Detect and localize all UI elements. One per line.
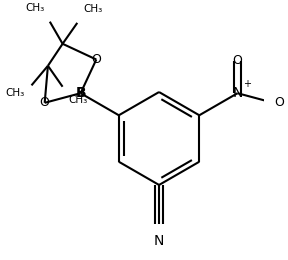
- Text: O: O: [233, 54, 242, 67]
- Text: O: O: [91, 53, 101, 66]
- Text: CH₃: CH₃: [5, 88, 25, 98]
- Text: N: N: [232, 86, 243, 100]
- Text: +: +: [243, 79, 251, 89]
- Text: O: O: [40, 96, 50, 109]
- Text: CH₃: CH₃: [83, 4, 103, 14]
- Text: CH₃: CH₃: [25, 3, 45, 13]
- Text: O: O: [274, 96, 284, 109]
- Text: N: N: [154, 234, 164, 248]
- Text: CH₃: CH₃: [69, 95, 88, 105]
- Text: B: B: [75, 86, 86, 100]
